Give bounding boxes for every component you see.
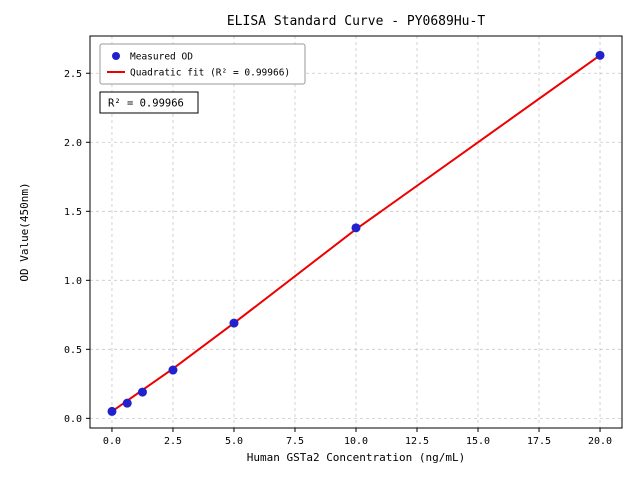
x-tick-label: 0.0 (103, 436, 121, 447)
data-point (595, 50, 605, 60)
data-point (137, 387, 147, 397)
chart-title: ELISA Standard Curve - PY0689Hu-T (227, 14, 485, 29)
annotation: R² = 0.99966 (99, 91, 199, 114)
data-point (168, 365, 178, 375)
data-point (229, 318, 239, 328)
legend-label-quadratic-fit: Quadratic fit (R² = 0.99966) (130, 68, 290, 79)
y-tick-label: 1.5 (64, 207, 82, 218)
x-tick-label: 12.5 (405, 436, 429, 447)
legend-box (99, 43, 306, 85)
annotation-box (99, 91, 199, 114)
x-tick-label: 15.0 (466, 436, 490, 447)
data-point (107, 406, 117, 416)
data-point (351, 223, 361, 233)
legend-marker-dot (112, 52, 120, 60)
x-tick-label: 17.5 (527, 436, 551, 447)
y-tick-label: 0.0 (64, 414, 82, 425)
fit-line (111, 54, 601, 413)
y-tick-label: 0.5 (64, 345, 82, 356)
annotation-text: R² = 0.99966 (108, 98, 184, 110)
tick-layer: 0.0 2.5 5.0 7.5 10.0 12.5 15.0 17.5 20.0 0.0 0.5 1.… (64, 69, 612, 447)
x-tick-label: 7.5 (286, 436, 304, 447)
legend-label-measured-od: Measured OD (130, 52, 193, 63)
legend: Measured OD Quadratic fit (R² = 0.99966) (99, 43, 306, 85)
series-layer (107, 50, 605, 416)
grid-layer (90, 36, 622, 428)
y-tick-label: 2.0 (64, 138, 82, 149)
y-axis-label: OD Value(450nm) (18, 182, 31, 281)
x-tick-label: 20.0 (588, 436, 612, 447)
data-point (122, 398, 132, 408)
x-tick-label: 5.0 (225, 436, 243, 447)
x-axis-label: Human GSTa2 Concentration (ng/mL) (247, 451, 466, 464)
y-tick-label: 2.5 (64, 69, 82, 80)
x-tick-label: 2.5 (164, 436, 182, 447)
y-tick-label: 1.0 (64, 276, 82, 287)
x-tick-label: 10.0 (344, 436, 368, 447)
